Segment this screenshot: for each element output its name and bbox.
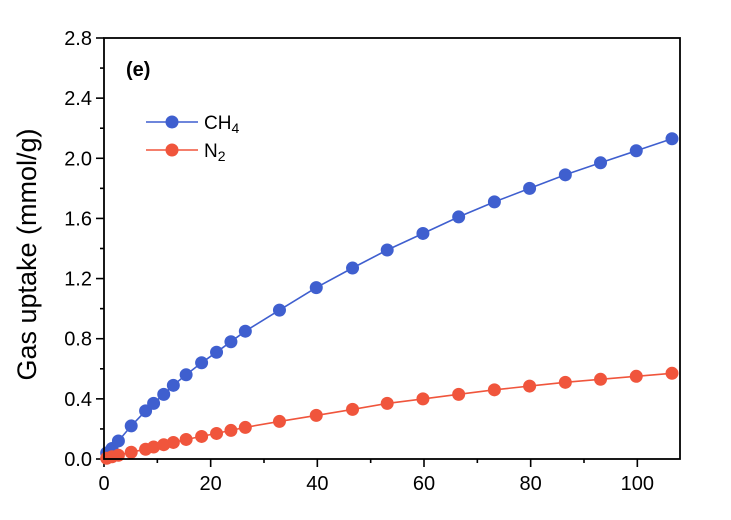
data-point-ch4 [124, 419, 138, 433]
x-tick-label: 60 [413, 473, 435, 495]
data-point-n2 [195, 429, 209, 443]
series-lines-layer [106, 137, 673, 459]
series-line-n2 [106, 372, 673, 459]
x-tick-label: 0 [98, 473, 109, 495]
data-point-n2 [558, 375, 572, 389]
y-axis-title: Gas uptake (mmol/g) [12, 128, 42, 380]
data-point-n2 [210, 426, 224, 440]
data-point-ch4 [487, 195, 501, 209]
y-tick-label: 0.0 [64, 449, 92, 471]
panel-label: (e) [126, 59, 150, 81]
data-point-ch4 [452, 210, 466, 224]
legend-item-n2: N2 [146, 141, 226, 164]
data-point-n2 [380, 396, 394, 410]
x-tick-label: 100 [621, 473, 654, 495]
data-point-n2 [238, 420, 252, 434]
data-point-ch4 [195, 356, 209, 370]
data-point-n2 [416, 392, 430, 406]
data-point-n2 [179, 432, 193, 446]
data-point-ch4 [594, 156, 608, 170]
data-point-ch4 [238, 324, 252, 338]
ticks-layer [96, 37, 639, 467]
data-point-ch4 [665, 132, 679, 146]
x-tick-label: 20 [200, 473, 222, 495]
data-point-n2 [487, 383, 501, 397]
legend-label-ch4: CH4 [204, 113, 239, 136]
data-point-ch4 [629, 144, 643, 158]
legend-label-n2: N2 [204, 141, 226, 164]
tick-labels-layer: 0.0 0.4 0.8 1.2 1.6 2.0 2.4 2.8 0 20 40 60 80 100 [64, 28, 654, 495]
data-point-n2 [665, 366, 679, 380]
y-tick-label: 2.8 [64, 28, 92, 50]
y-tick-label: 0.4 [64, 389, 92, 411]
legend-marker-ch4 [165, 115, 179, 129]
data-point-n2 [452, 387, 466, 401]
data-point-n2 [594, 372, 608, 386]
data-point-ch4 [166, 378, 180, 392]
data-point-n2 [523, 379, 537, 393]
data-point-ch4 [224, 335, 238, 349]
data-point-ch4 [380, 243, 394, 257]
data-point-ch4 [346, 261, 360, 275]
y-tick-label: 2.4 [64, 88, 92, 110]
data-point-n2 [124, 445, 138, 459]
data-point-n2 [346, 402, 360, 416]
data-point-ch4 [210, 345, 224, 359]
data-point-ch4 [416, 226, 430, 240]
data-point-n2 [224, 423, 238, 437]
legend-item-ch4: CH4 [146, 113, 239, 136]
data-point-n2 [272, 414, 286, 428]
data-point-n2 [147, 440, 161, 454]
data-point-ch4 [523, 181, 537, 195]
x-tick-label: 80 [520, 473, 542, 495]
data-point-n2 [309, 408, 323, 422]
y-tick-label: 0.8 [64, 329, 92, 351]
data-point-n2 [629, 369, 643, 383]
data-point-ch4 [179, 368, 193, 382]
data-point-ch4 [558, 168, 572, 182]
data-point-ch4 [272, 303, 286, 317]
data-point-n2 [166, 435, 180, 449]
data-point-ch4 [157, 387, 171, 401]
y-tick-label: 2.0 [64, 148, 92, 170]
x-tick-label: 40 [306, 473, 328, 495]
data-point-ch4 [147, 396, 161, 410]
data-point-ch4 [111, 434, 125, 448]
legend-marker-n2 [165, 143, 179, 157]
plot-frame [103, 37, 681, 460]
data-points-layer [100, 132, 679, 465]
data-point-ch4 [309, 281, 323, 295]
y-tick-label: 1.2 [64, 269, 92, 291]
y-tick-label: 1.6 [64, 208, 92, 230]
